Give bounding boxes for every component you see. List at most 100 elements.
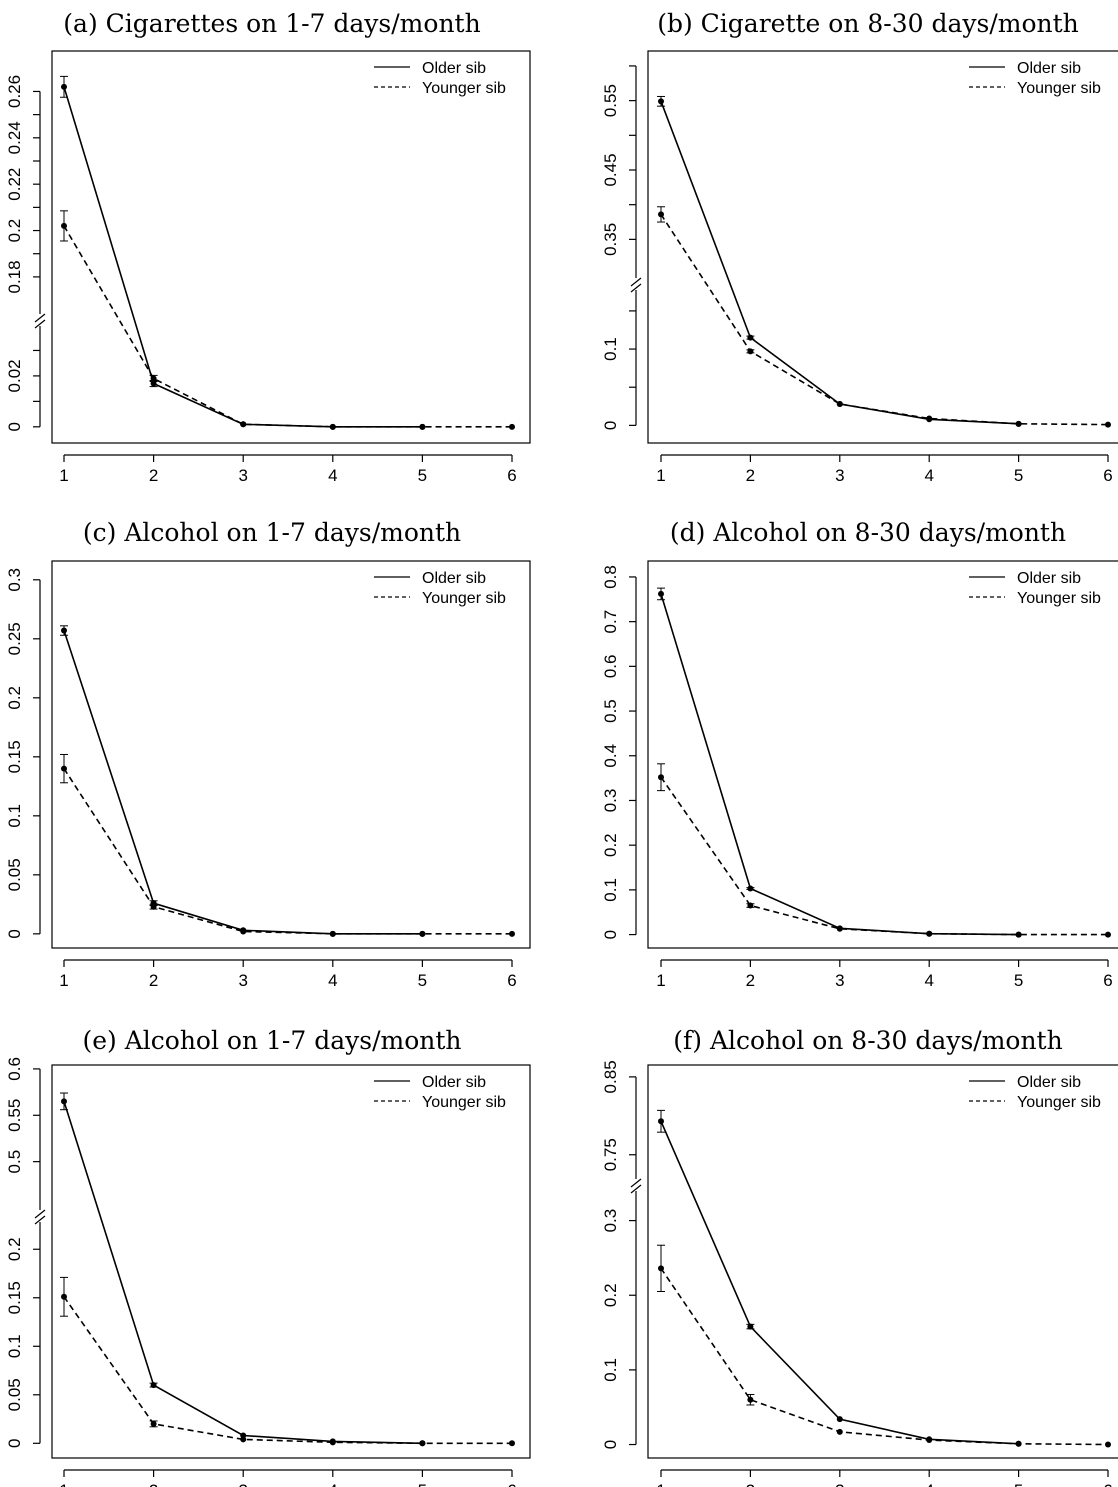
legend-label: Younger sib	[422, 1094, 506, 1111]
data-point	[240, 421, 246, 427]
panel-title: (a) Cigarettes on 1-7 days/month	[63, 9, 480, 38]
data-point	[151, 1421, 157, 1427]
data-point	[837, 1416, 843, 1422]
y-tick-label: 0.55	[601, 84, 620, 117]
x-tick-label: 1	[59, 466, 68, 485]
data-point	[747, 886, 753, 892]
legend-label: Younger sib	[1017, 1094, 1101, 1111]
x-tick-label: 5	[418, 466, 427, 485]
data-point	[747, 1397, 753, 1403]
y-tick-label: 0.18	[5, 260, 24, 293]
data-point	[61, 84, 67, 90]
y-tick-label: 0.1	[5, 804, 24, 828]
x-tick-label: 3	[835, 466, 844, 485]
y-tick-label: 0.45	[601, 153, 620, 186]
series-line-younger-sib	[64, 226, 512, 427]
data-point	[330, 1439, 336, 1445]
y-tick-label: 0.1	[601, 337, 620, 361]
legend-label: Younger sib	[1017, 80, 1101, 97]
data-point	[1105, 422, 1111, 428]
data-point	[330, 424, 336, 430]
plot-frame	[648, 561, 1118, 948]
x-tick-label: 3	[835, 971, 844, 990]
panel-title: (d) Alcohol on 8-30 days/month	[670, 518, 1066, 547]
x-tick-label: 1	[59, 971, 68, 990]
y-tick-label: 0.35	[601, 223, 620, 256]
x-tick-label: 4	[924, 971, 933, 990]
data-point	[747, 1324, 753, 1330]
y-tick-label: 0.3	[601, 1209, 620, 1233]
x-tick-label: 4	[328, 971, 337, 990]
series-line-older-sib	[661, 101, 1019, 424]
y-tick-label: 0	[601, 930, 620, 939]
panel-title: (f) Alcohol on 8-30 days/month	[673, 1026, 1062, 1055]
y-tick-label: 0.3	[601, 789, 620, 813]
y-tick-label: 0.02	[5, 359, 24, 392]
data-point	[509, 1440, 515, 1446]
data-point	[1016, 1441, 1022, 1447]
y-tick-label: 0.55	[5, 1099, 24, 1132]
data-point	[240, 1436, 246, 1442]
y-tick-label: 0.1	[601, 1358, 620, 1382]
y-tick-label: 0.85	[601, 1060, 620, 1093]
x-tick-label: 2	[149, 466, 158, 485]
x-tick-label: 5	[1014, 1481, 1023, 1487]
y-tick-label: 0.6	[5, 1057, 24, 1081]
legend-label: Older sib	[1017, 1074, 1081, 1091]
x-tick-label: 4	[924, 466, 933, 485]
data-point	[926, 1437, 932, 1443]
data-point	[747, 335, 753, 341]
x-tick-label: 4	[924, 1481, 933, 1487]
y-tick-label: 0.75	[601, 1138, 620, 1171]
x-tick-label: 6	[1103, 971, 1112, 990]
series-line-younger-sib	[661, 214, 1108, 424]
chart-panel-f: (f) Alcohol on 8-30 days/month 0 0.1 0.2 0.3…	[601, 1026, 1118, 1487]
x-tick-label: 6	[1103, 1481, 1112, 1487]
y-tick-label: 0	[601, 1440, 620, 1449]
x-tick-label: 5	[418, 1481, 427, 1487]
series-line-older-sib	[64, 1101, 422, 1443]
x-tick-label: 1	[656, 1481, 665, 1487]
series-line-older-sib	[661, 594, 1019, 935]
x-tick-label: 2	[149, 1481, 158, 1487]
data-point	[330, 931, 336, 937]
y-tick-label: 0.24	[5, 121, 24, 154]
data-point	[419, 931, 425, 937]
data-point	[658, 1118, 664, 1124]
data-point	[926, 416, 932, 422]
data-point	[151, 904, 157, 910]
y-tick-label: 0.2	[5, 686, 24, 710]
data-point	[926, 931, 932, 937]
data-point	[837, 1429, 843, 1435]
y-tick-label: 0.22	[5, 168, 24, 201]
x-tick-label: 5	[418, 971, 427, 990]
data-point	[658, 98, 664, 104]
x-tick-label: 5	[1014, 466, 1023, 485]
data-point	[151, 1382, 157, 1388]
y-tick-label: 0.5	[601, 699, 620, 723]
chart-panel-c: (c) Alcohol on 1-7 days/month 0 0.05 0.1 0.1…	[5, 518, 530, 990]
plot-frame	[52, 1065, 530, 1458]
data-point	[419, 1440, 425, 1446]
data-point	[61, 1098, 67, 1104]
plot-frame	[648, 51, 1118, 443]
y-tick-label: 0.1	[5, 1334, 24, 1358]
x-tick-label: 5	[1014, 971, 1023, 990]
y-tick-label: 0	[5, 929, 24, 938]
y-tick-label: 0.4	[601, 744, 620, 768]
chart-panel-b: (b) Cigarette on 8-30 days/month00.10.35…	[601, 9, 1118, 485]
data-point	[1016, 421, 1022, 427]
data-point	[747, 348, 753, 354]
y-tick-label: 0.25	[5, 622, 24, 655]
data-point	[1016, 932, 1022, 938]
panel-title: (c) Alcohol on 1-7 days/month	[83, 518, 461, 547]
y-tick-label: 0.26	[5, 75, 24, 108]
legend-label: Older sib	[1017, 60, 1081, 77]
x-tick-label: 2	[746, 466, 755, 485]
data-point	[61, 766, 67, 772]
series-line-older-sib	[661, 1121, 1019, 1444]
x-tick-label: 2	[149, 971, 158, 990]
y-tick-label: 0.05	[5, 858, 24, 891]
data-point	[658, 591, 664, 597]
